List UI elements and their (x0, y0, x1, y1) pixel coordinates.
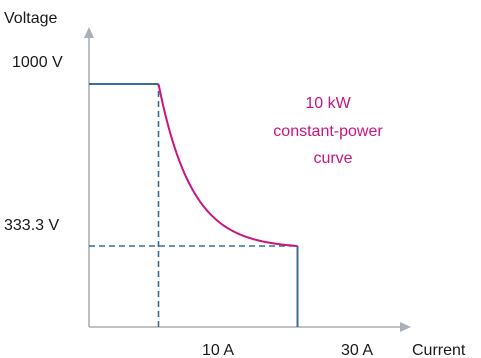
x-tick-label-30: 30 A (341, 342, 373, 358)
y-tick-label-1000: 1000 V (12, 54, 63, 71)
x-axis-arrowhead (400, 322, 411, 332)
curve-annotation-line-3: curve (313, 150, 352, 167)
y-axis-arrowhead (84, 27, 94, 38)
x-axis-title: Current (412, 342, 466, 358)
constant-power-curve (157, 83, 298, 247)
y-axis-title: Voltage (4, 10, 57, 27)
curve-annotation-line-1: 10 kW (305, 95, 351, 112)
y-tick-label-333: 333.3 V (4, 217, 59, 234)
curve-annotation-line-2: constant-power (273, 123, 383, 140)
x-tick-label-10: 10 A (202, 342, 234, 358)
